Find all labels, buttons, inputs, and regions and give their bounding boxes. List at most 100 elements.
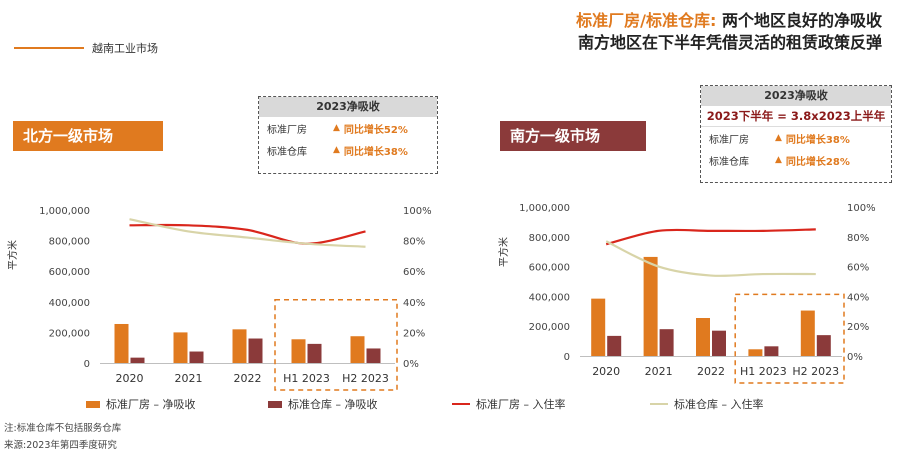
warehouse-bar [764, 346, 779, 356]
y-tick-label: 400,000 [49, 298, 90, 309]
y-tick-label: 1,000,000 [39, 206, 90, 217]
south-box-row-factory: 标准厂房 ▲ 同比增长38% [701, 127, 891, 149]
y-tick-label: 800,000 [529, 233, 570, 244]
factory-bar [696, 318, 710, 356]
y2-tick-label: 0% [847, 352, 863, 363]
north-box-row-key: 标准厂房 [267, 124, 307, 136]
up-triangle-icon: ▲ [333, 123, 340, 133]
x-category-label: 2022 [697, 365, 725, 378]
north-box-title: 2023净吸收 [259, 97, 437, 117]
h2023-highlight-box [734, 293, 845, 384]
y2-tick-label: 100% [847, 203, 876, 214]
up-triangle-icon: ▲ [775, 133, 782, 143]
south-box-row-value: 同比增长28% [785, 156, 850, 168]
warehouse-occupancy-line [605, 240, 816, 277]
south-box-row-key: 标准仓库 [709, 156, 749, 168]
factory-bar [643, 256, 658, 356]
y-tick-label: 0 [564, 352, 570, 363]
factory-bar [800, 310, 815, 356]
top-legend: 越南工业市场 [14, 40, 158, 56]
south-box-row-value: 同比增长38% [785, 134, 850, 146]
factory-bar [114, 323, 129, 363]
x-category-label: H2 2023 [342, 372, 389, 385]
up-triangle-icon: ▲ [333, 145, 340, 155]
south-box-subtitle: 2023下半年 = 3.8x2023上半年 [701, 106, 891, 127]
x-category-label: H1 2023 [740, 365, 787, 378]
south-box-row-key: 标准厂房 [709, 134, 749, 146]
north-absorption-box: 2023净吸收 标准厂房 ▲ 同比增长52% 标准仓库 ▲ 同比增长38% [258, 96, 438, 174]
headline: 标准厂房/标准仓库: 两个地区良好的净吸收 南方地区在下半年凭借灵活的租赁政策反… [576, 10, 882, 54]
y-axis-label: 平方米 [6, 240, 19, 270]
y-tick-label: 1,000,000 [519, 203, 570, 214]
warehouse-bar [307, 343, 322, 363]
headline-line2: 南方地区在下半年凭借灵活的租赁政策反弹 [577, 33, 882, 52]
north-market-label: 北方一级市场 [13, 121, 163, 151]
y-tick-label: 200,000 [49, 328, 90, 339]
y2-tick-label: 80% [847, 233, 869, 244]
south-absorption-box: 2023净吸收 2023下半年 = 3.8x2023上半年 标准厂房 ▲ 同比增… [700, 85, 892, 183]
legend-swatch [650, 403, 668, 405]
factory-occupancy-line [129, 223, 366, 245]
legend-label: 标准厂房 – 入住率 [476, 398, 566, 411]
headline-line1-rest: 两个地区良好的净吸收 [721, 11, 882, 30]
y2-tick-label: 40% [847, 292, 869, 303]
up-triangle-icon: ▲ [775, 155, 782, 165]
y-tick-label: 400,000 [529, 292, 570, 303]
x-category-label: 2022 [234, 372, 262, 385]
y2-tick-label: 80% [403, 237, 425, 248]
x-category-label: H2 2023 [792, 365, 839, 378]
factory-occupancy-line [605, 228, 816, 246]
north-box-row-warehouse: 标准仓库 ▲ 同比增长38% [259, 139, 437, 161]
warehouse-bar [816, 335, 831, 356]
legend-label: 标准仓库 – 净吸收 [288, 398, 378, 411]
warehouse-bar [659, 329, 674, 356]
y-tick-label: 800,000 [49, 237, 90, 248]
factory-bar [232, 329, 247, 363]
factory-bar [591, 298, 606, 356]
legend-factory-line: 标准厂房 – 入住率 [452, 396, 566, 412]
south-box-title: 2023净吸收 [701, 86, 891, 106]
north-box-row-key: 标准仓库 [267, 146, 307, 158]
legend-factory-bar: 标准厂房 – 净吸收 [86, 396, 196, 412]
warehouse-bar [248, 338, 263, 363]
x-category-label: 2021 [645, 365, 673, 378]
x-category-label: 2021 [175, 372, 203, 385]
warehouse-bar [607, 335, 622, 356]
top-legend-label: 越南工业市场 [92, 42, 158, 55]
top-legend-line [14, 47, 84, 49]
factory-bar [291, 339, 306, 363]
legend-warehouse-bar: 标准仓库 – 净吸收 [268, 396, 378, 412]
legend-swatch [452, 403, 470, 405]
warehouse-occupancy-line [129, 218, 366, 248]
bottom-legend: 标准厂房 – 净吸收 标准仓库 – 净吸收 标准厂房 – 入住率 标准仓库 – … [0, 396, 900, 414]
north-box-row-value: 同比增长38% [343, 146, 408, 158]
footnote-source: 来源:2023年第四季度研究 [4, 440, 117, 451]
y-tick-label: 0 [84, 359, 90, 370]
y2-tick-label: 100% [403, 206, 432, 217]
y2-tick-label: 20% [847, 322, 869, 333]
warehouse-bar [366, 348, 381, 363]
y2-tick-label: 20% [403, 328, 425, 339]
warehouse-bar [130, 357, 145, 363]
x-category-label: 2020 [116, 372, 144, 385]
legend-label: 标准厂房 – 净吸收 [106, 398, 196, 411]
x-category-label: 2020 [592, 365, 620, 378]
warehouse-bar [189, 351, 204, 363]
legend-warehouse-line: 标准仓库 – 入住率 [650, 396, 764, 412]
y2-tick-label: 0% [403, 359, 419, 370]
legend-label: 标准仓库 – 入住率 [674, 398, 764, 411]
y-tick-label: 600,000 [49, 267, 90, 278]
factory-bar [748, 349, 763, 356]
y-tick-label: 200,000 [529, 322, 570, 333]
headline-line1: 标准厂房/标准仓库: 两个地区良好的净吸收 [576, 10, 882, 32]
y2-tick-label: 40% [403, 298, 425, 309]
south-box-row-warehouse: 标准仓库 ▲ 同比增长28% [701, 149, 891, 171]
y2-tick-label: 60% [847, 263, 869, 274]
h2023-highlight-box [274, 299, 398, 391]
legend-swatch [268, 400, 282, 408]
y-axis-label: 平方米 [497, 237, 510, 267]
legend-swatch [86, 400, 100, 408]
factory-bar [173, 332, 188, 363]
south-market-label: 南方一级市场 [500, 121, 646, 151]
